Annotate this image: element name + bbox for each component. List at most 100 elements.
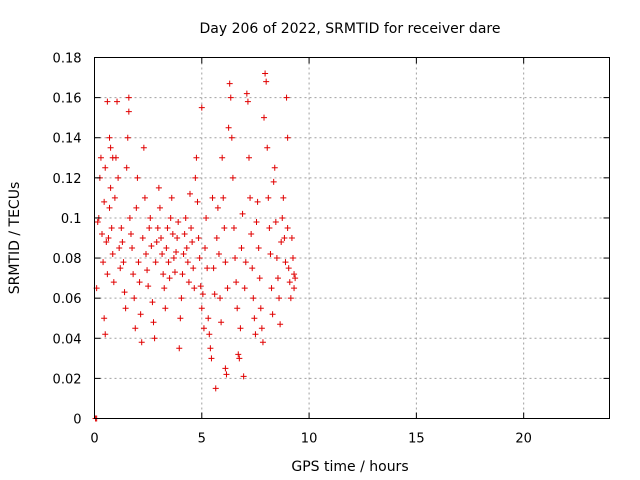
y-tick-label: 0.14: [53, 132, 82, 147]
data-point: [210, 265, 217, 272]
data-point: [152, 259, 159, 266]
data-point: [136, 279, 143, 286]
data-point: [284, 224, 291, 231]
data-point: [291, 285, 298, 292]
y-tick-label: 0.06: [53, 292, 82, 307]
data-point: [111, 194, 118, 201]
data-point: [249, 265, 256, 272]
data-point: [228, 134, 235, 141]
data-point: [140, 144, 147, 151]
data-point: [161, 285, 168, 292]
data-point: [178, 295, 185, 302]
data-point: [255, 245, 262, 252]
data-point: [243, 90, 250, 97]
data-point: [190, 265, 197, 272]
data-point: [273, 255, 280, 262]
data-point: [114, 98, 121, 105]
data-point: [286, 279, 293, 286]
data-point: [101, 315, 108, 322]
y-tick-label: 0.04: [53, 332, 82, 347]
data-point: [279, 214, 286, 221]
data-point: [107, 184, 114, 191]
data-point: [195, 235, 202, 241]
x-tick-label: 15: [408, 432, 425, 447]
data-point: [126, 214, 133, 221]
data-point: [166, 275, 173, 282]
data-point: [174, 235, 181, 241]
data-point: [107, 144, 114, 151]
data-point: [153, 239, 160, 246]
data-point: [278, 239, 285, 246]
data-point: [283, 94, 290, 101]
data-point: [233, 279, 240, 286]
data-point: [263, 78, 270, 85]
data-point: [276, 295, 283, 302]
data-point: [191, 285, 198, 292]
data-point: [257, 305, 264, 312]
data-point: [165, 259, 172, 266]
data-point: [197, 283, 204, 290]
data-point: [270, 178, 277, 185]
data-point: [268, 285, 275, 292]
data-point: [104, 271, 111, 278]
data-point: [125, 94, 132, 101]
data-point: [120, 259, 127, 266]
data-point: [251, 315, 258, 322]
data-point: [149, 299, 156, 306]
data-point: [123, 164, 130, 171]
data-point: [156, 204, 163, 211]
data-point: [171, 269, 178, 276]
y-tick-label: 0: [73, 413, 81, 428]
data-point: [198, 104, 205, 111]
data-point: [185, 279, 192, 286]
data-point: [145, 283, 152, 290]
x-tick-label: 5: [198, 432, 206, 447]
data-point: [106, 134, 113, 141]
data-point: [208, 355, 215, 362]
data-point: [198, 305, 205, 312]
data-point: [184, 259, 191, 266]
data-point: [256, 275, 263, 282]
data-point: [167, 214, 174, 221]
plot-frame: [94, 57, 610, 419]
data-point: [271, 164, 278, 171]
data-point: [173, 249, 180, 256]
data-point: [148, 243, 155, 250]
y-tick-label: 0.08: [53, 252, 82, 267]
data-point: [239, 210, 246, 217]
x-axis-ticks: 0 5 10 15 20: [90, 57, 532, 447]
data-point: [253, 218, 260, 225]
data-point: [252, 331, 259, 338]
data-point: [203, 214, 210, 221]
data-point: [110, 279, 117, 286]
data-point: [117, 265, 124, 272]
data-point: [213, 235, 220, 241]
data-point: [135, 259, 142, 266]
data-point: [241, 285, 248, 292]
data-point: [269, 311, 276, 318]
data-point: [138, 339, 145, 346]
data-point: [100, 259, 107, 266]
data-point: [139, 235, 146, 241]
data-point: [104, 98, 111, 105]
data-point: [99, 230, 106, 237]
grid-lines: [94, 57, 610, 419]
data-point: [225, 124, 232, 131]
data-point: [125, 108, 132, 115]
data-point: [288, 235, 295, 241]
data-point: [169, 230, 176, 237]
data-point: [217, 295, 224, 302]
data-point: [254, 198, 261, 205]
data-point: [160, 271, 167, 278]
data-point: [180, 251, 187, 258]
data-point: [182, 214, 189, 221]
data-point: [105, 235, 112, 241]
y-tick-label: 0.18: [53, 52, 82, 67]
data-point: [222, 259, 229, 266]
data-point: [211, 291, 218, 298]
data-point: [143, 251, 149, 258]
data-point: [109, 154, 116, 161]
data-point: [170, 255, 177, 262]
data-point: [237, 325, 244, 332]
